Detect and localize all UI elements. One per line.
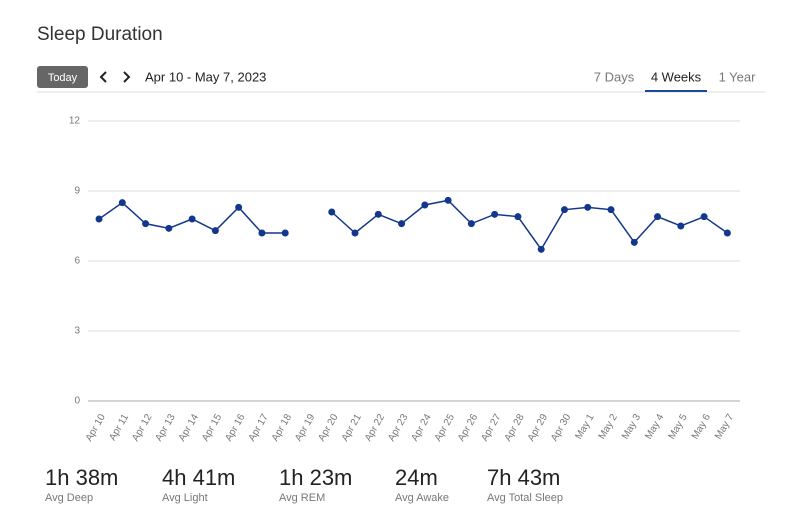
x-tick-label: May 7 <box>713 412 736 441</box>
x-tick-label: Apr 20 <box>316 412 340 443</box>
point <box>211 227 219 235</box>
x-tick-label: Apr 11 <box>107 412 131 443</box>
y-tick-label: 0 <box>74 396 80 407</box>
point <box>537 245 545 253</box>
y-tick-label: 6 <box>74 256 80 267</box>
x-tick-label: Apr 27 <box>479 412 503 443</box>
point <box>607 206 615 214</box>
point <box>560 206 568 214</box>
tab-active[interactable]: 4 Weeks <box>651 69 702 84</box>
point <box>700 213 708 221</box>
next-arrow[interactable] <box>123 71 131 83</box>
point <box>467 220 475 228</box>
x-tick-label: Apr 17 <box>247 412 271 443</box>
stat-label: Avg Deep <box>45 492 93 504</box>
x-tick-label: Apr 10 <box>84 412 108 443</box>
x-tick-label: Apr 30 <box>549 412 573 443</box>
x-tick-label: Apr 22 <box>363 412 387 443</box>
point <box>351 229 359 237</box>
stat-label: Avg Light <box>162 492 208 504</box>
stat-value: 1h 38m <box>45 465 118 490</box>
x-tick-label: May 5 <box>667 412 690 441</box>
stat-label: Avg REM <box>279 492 325 504</box>
x-tick-label: Apr 16 <box>223 412 247 443</box>
stat-value: 7h 43m <box>487 465 560 490</box>
x-tick-label: May 2 <box>597 412 620 441</box>
x-tick-label: Apr 19 <box>293 412 317 443</box>
x-tick-label: May 4 <box>643 412 666 441</box>
x-tick-label: Apr 26 <box>456 412 480 443</box>
today-label[interactable]: Today <box>48 72 78 84</box>
point <box>421 201 429 209</box>
x-tick-label: May 6 <box>690 412 713 441</box>
tab[interactable]: 1 Year <box>719 69 757 84</box>
tab[interactable]: 7 Days <box>594 69 635 84</box>
point <box>328 208 336 216</box>
point <box>95 215 103 223</box>
point <box>654 213 662 221</box>
y-tick-label: 9 <box>74 186 80 197</box>
point <box>142 220 150 228</box>
point <box>584 203 592 211</box>
x-tick-label: May 3 <box>620 412 643 441</box>
point <box>258 229 266 237</box>
date-range: Apr 10 - May 7, 2023 <box>145 69 266 84</box>
x-tick-label: Apr 12 <box>130 412 154 443</box>
x-tick-label: May 1 <box>573 412 596 441</box>
point <box>118 199 126 207</box>
stat-value: 1h 23m <box>279 465 352 490</box>
point <box>444 196 452 204</box>
x-tick-label: Apr 28 <box>503 412 527 443</box>
stat-value: 4h 41m <box>162 465 235 490</box>
point <box>677 222 685 230</box>
point <box>281 229 289 237</box>
x-tick-label: Apr 24 <box>409 412 433 443</box>
point <box>398 220 406 228</box>
x-tick-label: Apr 25 <box>433 412 457 443</box>
x-tick-label: Apr 14 <box>177 412 201 443</box>
point <box>514 213 522 221</box>
point <box>188 215 196 223</box>
point <box>165 224 173 232</box>
point <box>630 238 638 246</box>
prev-arrow[interactable] <box>99 71 107 83</box>
today-button[interactable] <box>37 66 88 88</box>
stat-label: Avg Total Sleep <box>487 492 563 504</box>
x-tick-label: Apr 18 <box>270 412 294 443</box>
line <box>331 199 728 251</box>
point <box>235 203 243 211</box>
x-tick-label: Apr 21 <box>340 412 364 443</box>
stat-value: 24m <box>395 465 438 490</box>
x-tick-label: Apr 23 <box>386 412 410 443</box>
y-tick-label: 12 <box>69 116 81 127</box>
x-tick-label: Apr 15 <box>200 412 224 443</box>
point <box>374 210 382 218</box>
point <box>491 210 499 218</box>
point <box>723 229 731 237</box>
x-tick-label: Apr 13 <box>153 412 177 443</box>
y-tick-label: 3 <box>74 326 80 337</box>
x-tick-label: Apr 29 <box>526 412 550 443</box>
page-title: Sleep Duration <box>37 24 163 45</box>
stat-label: Avg Awake <box>395 492 449 504</box>
